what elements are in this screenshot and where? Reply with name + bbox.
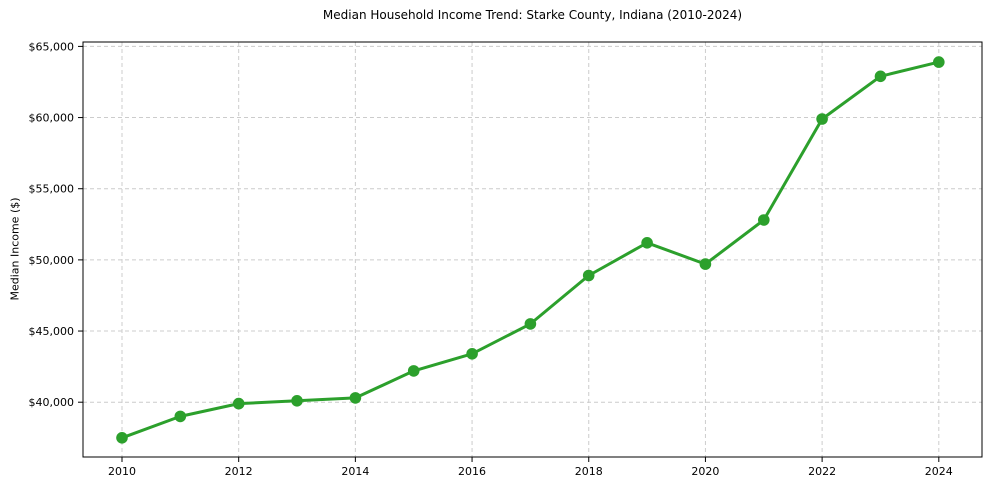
data-point-2022 <box>816 113 828 125</box>
trend-line <box>120 60 941 440</box>
x-tick-label: 2016 <box>458 465 486 478</box>
data-point-2023 <box>874 70 887 83</box>
data-point-2021 <box>758 214 770 226</box>
y-tick-label: $45,000 <box>29 325 75 338</box>
data-points <box>116 56 945 444</box>
data-point-2013 <box>291 395 303 407</box>
x-tick-label: 2012 <box>225 465 253 478</box>
y-tick-label: $50,000 <box>29 254 75 267</box>
axis-ticks <box>78 45 940 462</box>
data-point-2019 <box>641 237 653 249</box>
data-point-2015 <box>407 365 420 377</box>
x-tick-label: 2020 <box>691 465 719 478</box>
data-point-2011 <box>174 410 187 423</box>
x-tick-label: 2018 <box>575 465 603 478</box>
data-point-2012 <box>232 397 245 410</box>
x-tick-label: 2014 <box>341 465 369 478</box>
data-point-2014 <box>349 392 362 404</box>
data-point-2020 <box>699 258 712 270</box>
data-point-2017 <box>524 318 537 330</box>
data-point-2010 <box>116 432 128 444</box>
x-tick-labels: 2010 2012 2014 2016 2018 2020 2022 2024 <box>108 465 953 478</box>
x-tick-label: 2010 <box>108 465 136 478</box>
y-tick-label: $65,000 <box>29 40 75 53</box>
x-tick-label: 2024 <box>925 465 953 478</box>
y-tick-labels: $40,000 $45,000 $50,000 $55,000 $60,000 $65,0… <box>29 40 75 409</box>
grid-lines <box>83 42 982 457</box>
data-point-2024 <box>933 56 945 68</box>
y-tick-label: $40,000 <box>29 396 75 409</box>
plot-border <box>82 41 983 458</box>
x-tick-label: 2022 <box>808 465 836 478</box>
y-tick-label: $55,000 <box>29 183 75 196</box>
chart-title: Median Household Income Trend: Starke Co… <box>322 8 743 22</box>
data-point-2016 <box>466 348 478 360</box>
data-point-2018 <box>582 269 595 282</box>
y-tick-label: $60,000 <box>29 112 75 125</box>
